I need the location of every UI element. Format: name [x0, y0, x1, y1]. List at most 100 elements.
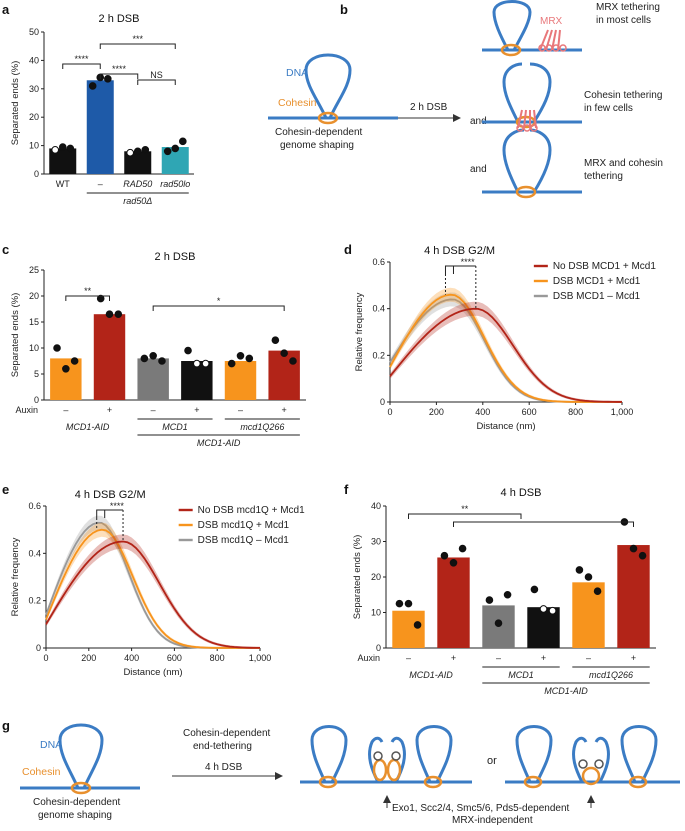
auxin-value: –	[238, 405, 243, 415]
cohesin-label: Cohesin	[22, 766, 61, 778]
data-point	[548, 606, 557, 615]
series-band	[390, 287, 622, 402]
legend-label: No DSB MCD1 + Mcd1	[553, 261, 657, 272]
data-point	[227, 359, 236, 368]
cohesin-ring	[500, 43, 522, 57]
auxin-value: +	[541, 653, 546, 663]
y-tick-label: 0.4	[372, 304, 385, 314]
significance-bracket	[65, 295, 110, 301]
data-point	[280, 349, 288, 358]
x-tick-label: 0	[43, 653, 48, 663]
diagram-b: DNA Cohesin Cohesin-dependent genome sha…	[268, 0, 663, 199]
significance-label: NS	[150, 70, 163, 80]
dna-loop	[492, 0, 532, 51]
y-tick-label: 0.4	[28, 548, 41, 558]
chart-d: 4 h DSB G2/M 0 200 400 600 800 1,000 0 0.2 0.4 0.6…	[354, 245, 656, 432]
dna-loop	[620, 725, 658, 783]
y-tick-label: 0.2	[372, 350, 385, 360]
x-axis-label: Distance (nm)	[123, 667, 182, 678]
caption-line2: genome shaping	[38, 810, 112, 821]
bar	[392, 610, 425, 648]
data-point	[149, 352, 157, 360]
cohesin-ring	[372, 758, 388, 782]
and-2: and	[470, 164, 487, 175]
bottom-line1: Exo1, Scc2/4, Smc5/6, Pds5-dependent	[392, 803, 570, 814]
auxin-label: Auxin	[15, 405, 38, 415]
cohesin-ring	[515, 185, 537, 199]
bar	[224, 361, 257, 400]
dna-label: DNA	[40, 739, 62, 751]
protein-complex	[391, 751, 401, 761]
x-axis-label: Distance (nm)	[476, 421, 535, 432]
data-point	[163, 147, 172, 156]
y-tick-label: 0	[380, 397, 385, 407]
caption-line1: Cohesin-dependent	[33, 797, 121, 808]
dna-loop	[58, 723, 104, 789]
bar	[437, 557, 470, 648]
cohesin-ring	[318, 775, 338, 789]
cohesin-ring	[317, 111, 339, 125]
y-tick-label: 10	[371, 608, 381, 618]
significance-label: ****	[74, 54, 89, 64]
significance-bracket	[99, 43, 176, 49]
super-group-label: MCD1-AID	[197, 438, 241, 448]
and-1: and	[470, 116, 487, 127]
group-label: MCD1	[508, 670, 534, 680]
chart-a: 2 h DSB 0 10 20 30 40 50 Separated ends (%) WT – R…	[10, 13, 194, 206]
data-point	[88, 82, 97, 90]
bar	[181, 361, 213, 400]
group-label: MCD1	[162, 422, 188, 432]
data-point	[201, 359, 210, 368]
legend-label: DSB MCD1 + Mcd1	[553, 276, 641, 287]
x-tick-label: –	[98, 179, 103, 189]
data-point	[51, 146, 59, 154]
significance-bracket	[99, 73, 139, 79]
legend-label: DSB mcd1Q + Mcd1	[198, 520, 290, 531]
legend-label: DSB mcd1Q – Mcd1	[198, 535, 290, 546]
significance-label: *	[217, 296, 221, 306]
panel-label-c: c	[2, 242, 9, 257]
data-point	[271, 336, 280, 345]
outcome2-line2: in few cells	[584, 103, 633, 114]
auxin-value: –	[151, 405, 156, 415]
panel-label-g: g	[2, 718, 10, 733]
bar	[137, 358, 169, 400]
data-point	[158, 357, 166, 365]
panel-label-f: f	[344, 482, 349, 497]
chart-title: 2 h DSB	[99, 13, 140, 25]
x-tick-label: rad50lo	[160, 179, 190, 189]
mrx-label: MRX	[540, 16, 563, 27]
outcome3-line2: tethering	[584, 171, 623, 182]
auxin-value: +	[631, 653, 636, 663]
y-tick-label: 30	[29, 84, 39, 94]
data-point	[141, 146, 150, 154]
data-point	[485, 596, 494, 604]
auxin-value: +	[194, 405, 199, 415]
data-point	[53, 344, 61, 352]
dna-label: DNA	[286, 67, 308, 79]
group-label: mcd1Q266	[589, 670, 633, 680]
super-group-label: MCD1-AID	[544, 686, 588, 696]
data-point	[133, 147, 142, 156]
cohesin-ring	[423, 775, 443, 789]
data-point	[179, 137, 187, 146]
y-tick-label: 0.6	[372, 257, 385, 267]
dna-broken-loop	[502, 62, 552, 123]
x-tick-label: 600	[167, 653, 182, 663]
dna-loop	[310, 725, 348, 783]
arrow-top-line2: end-tethering	[193, 741, 252, 752]
x-tick-label: 800	[568, 407, 583, 417]
data-point	[530, 585, 539, 594]
data-point	[539, 605, 548, 613]
chart-title: 4 h DSB G2/M	[424, 245, 495, 257]
data-point	[126, 148, 134, 157]
data-point	[584, 573, 593, 581]
protein-complex	[373, 751, 383, 761]
x-tick-label: 200	[81, 653, 96, 663]
y-tick-label: 50	[29, 27, 39, 37]
y-tick-label: 0.6	[28, 501, 41, 511]
auxin-value: –	[406, 653, 411, 663]
bar	[617, 545, 650, 648]
y-tick-label: 0.2	[28, 596, 41, 606]
significance-label: ***	[132, 34, 143, 44]
